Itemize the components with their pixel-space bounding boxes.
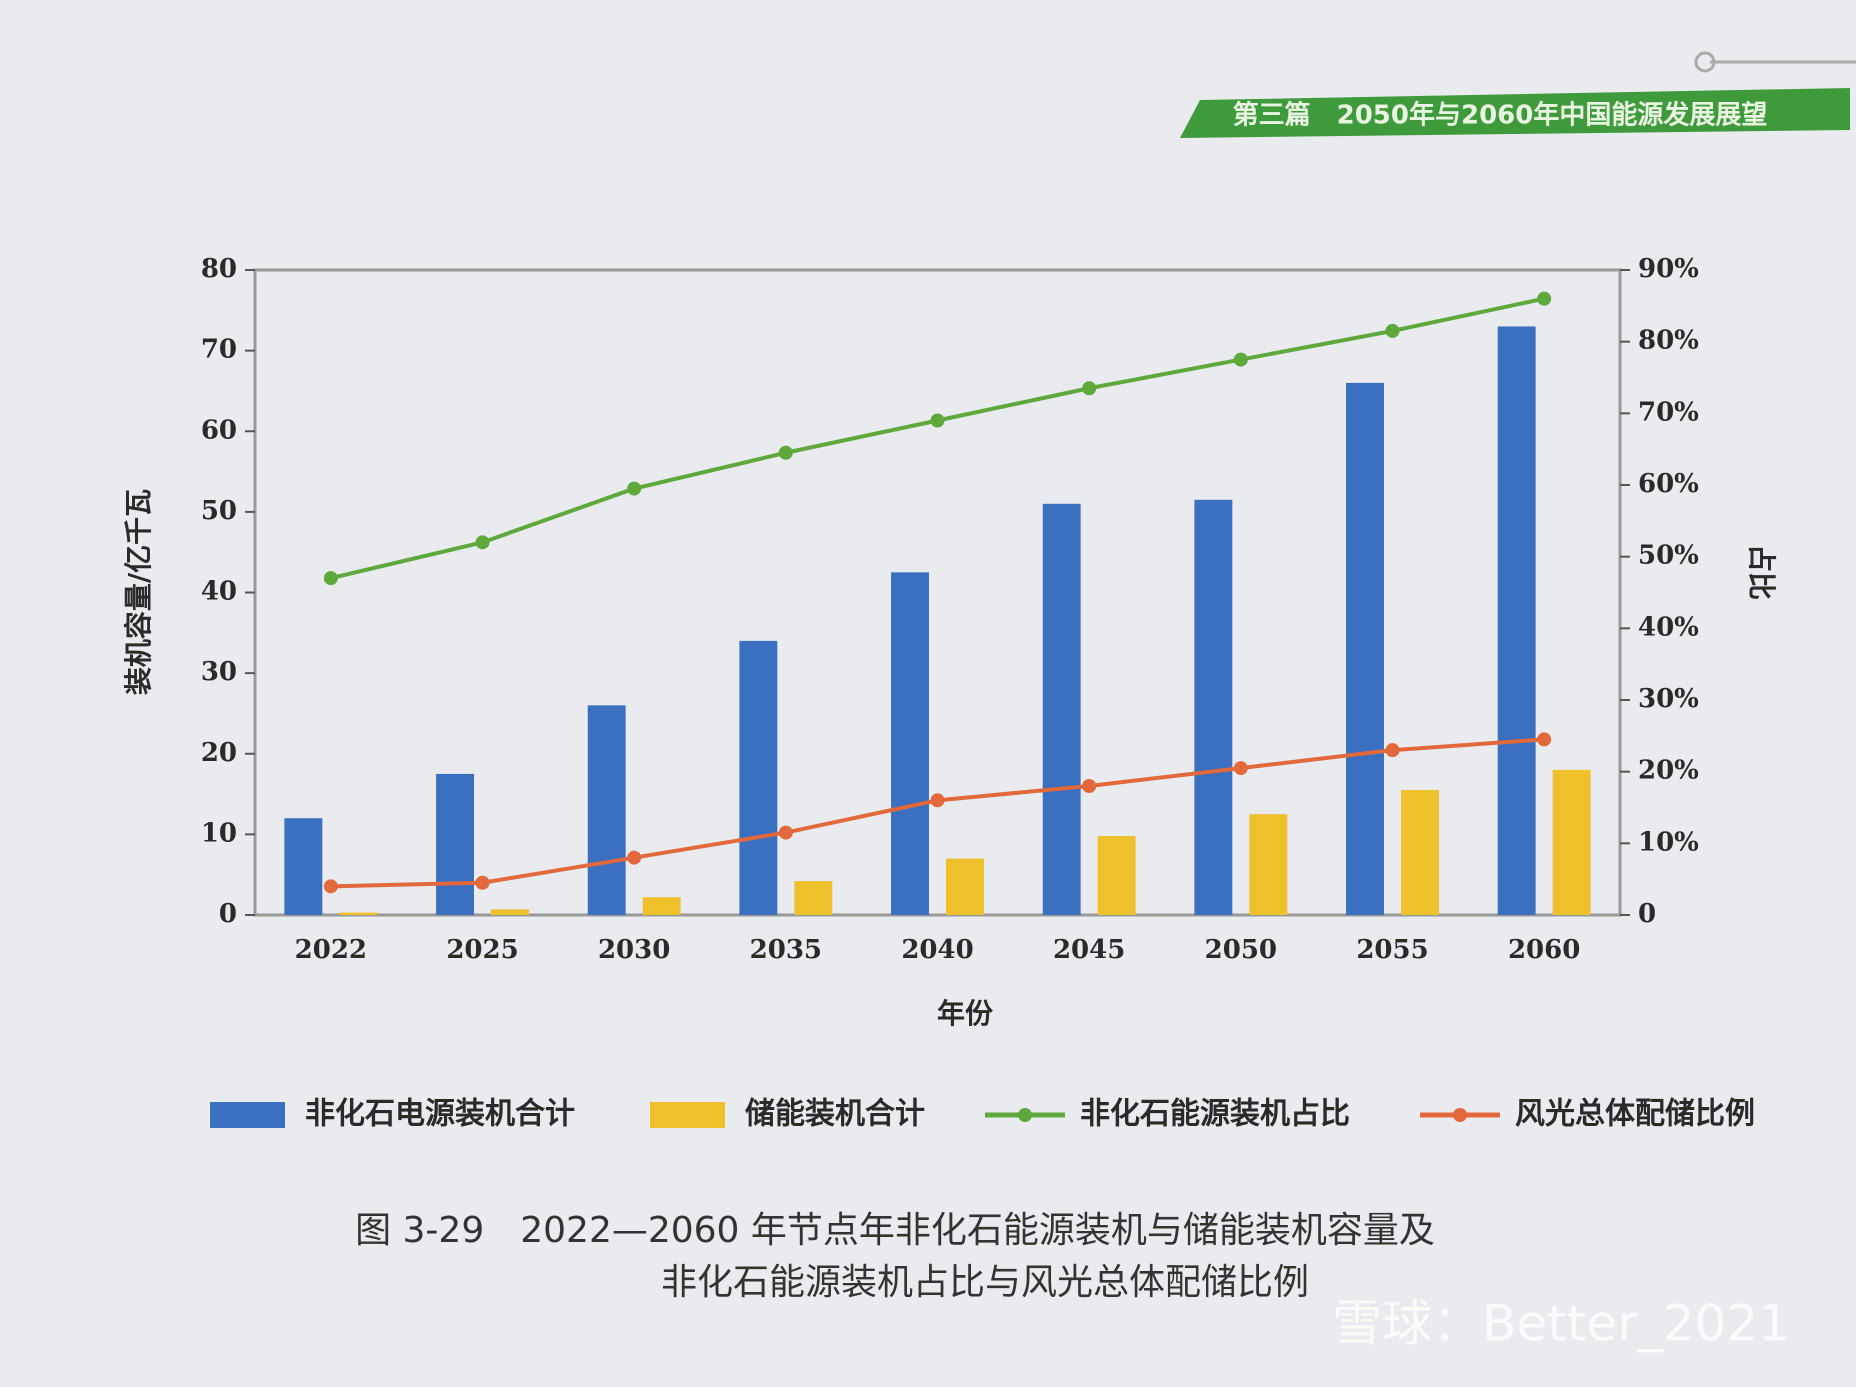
header-dot bbox=[1694, 51, 1716, 73]
line-marker bbox=[778, 825, 793, 840]
x-tick-label: 2055 bbox=[1356, 935, 1428, 965]
y-tick-label: 70 bbox=[201, 335, 237, 365]
x-tick-label: 2025 bbox=[446, 935, 518, 965]
line-marker bbox=[323, 571, 338, 586]
bar bbox=[339, 912, 378, 915]
y2-tick-label: 50% bbox=[1638, 541, 1699, 571]
y2-tick-label: 80% bbox=[1638, 326, 1699, 356]
bar bbox=[491, 909, 529, 915]
line-marker bbox=[1385, 743, 1400, 758]
y-tick-label: 30 bbox=[201, 657, 237, 687]
header-text: 第三篇 2050年与2060年中国能源发展展望 bbox=[1233, 100, 1768, 131]
y2-tick-label: 60% bbox=[1638, 469, 1699, 499]
bar bbox=[587, 705, 626, 915]
legend-label: 非化石能源装机占比 bbox=[1080, 1097, 1350, 1132]
bar bbox=[284, 818, 323, 915]
line-marker bbox=[475, 875, 490, 890]
x-tick-label: 2022 bbox=[295, 935, 367, 965]
y-tick-label: 80 bbox=[201, 254, 237, 284]
legend-swatch bbox=[650, 1102, 725, 1128]
bar bbox=[436, 773, 474, 915]
bar bbox=[1346, 382, 1384, 915]
line-marker bbox=[475, 535, 490, 550]
legend-label: 储能装机合计 bbox=[745, 1097, 925, 1132]
line-marker bbox=[1537, 732, 1552, 747]
legend-swatch bbox=[1453, 1108, 1467, 1122]
y2-axis-label: 占比 bbox=[1745, 544, 1778, 600]
caption-line: 非化石能源装机占比与风光总体配储比例 bbox=[661, 1262, 1309, 1303]
x-tick-label: 2040 bbox=[901, 935, 973, 965]
line-marker bbox=[1233, 761, 1248, 776]
line-marker bbox=[778, 445, 793, 460]
x-tick-label: 2050 bbox=[1205, 935, 1277, 965]
line-marker bbox=[627, 481, 642, 496]
bar bbox=[1552, 769, 1591, 915]
line-marker bbox=[930, 793, 945, 808]
y2-tick-label: 40% bbox=[1638, 612, 1699, 642]
y2-tick-label: 0 bbox=[1638, 899, 1656, 929]
x-tick-label: 2045 bbox=[1053, 935, 1125, 965]
y-tick-label: 20 bbox=[201, 738, 237, 768]
bar bbox=[1194, 499, 1233, 915]
header-banner bbox=[1180, 88, 1850, 138]
x-tick-label: 2030 bbox=[598, 935, 670, 965]
y2-tick-label: 90% bbox=[1638, 254, 1699, 284]
x-axis-label: 年份 bbox=[937, 997, 993, 1030]
y-tick-label: 10 bbox=[201, 818, 237, 848]
y2-tick-label: 20% bbox=[1638, 756, 1699, 786]
y2-tick-label: 10% bbox=[1638, 827, 1699, 857]
watermark: 雪球：Better_2021 bbox=[1332, 1295, 1790, 1353]
line-marker bbox=[1233, 352, 1248, 367]
x-tick-label: 2035 bbox=[750, 935, 822, 965]
legend-label: 风光总体配储比例 bbox=[1515, 1097, 1755, 1132]
x-tick-label: 2060 bbox=[1508, 935, 1580, 965]
line-marker bbox=[627, 850, 642, 865]
y-tick-label: 40 bbox=[201, 577, 237, 607]
bar bbox=[1401, 790, 1439, 915]
y-tick-label: 60 bbox=[201, 415, 237, 445]
bar bbox=[642, 897, 681, 915]
line-marker bbox=[1082, 381, 1097, 396]
legend-swatch bbox=[1018, 1108, 1032, 1122]
line-marker bbox=[323, 879, 338, 894]
bar bbox=[1249, 814, 1288, 915]
bar bbox=[739, 640, 778, 915]
y-tick-label: 0 bbox=[219, 899, 237, 929]
line-marker bbox=[1082, 779, 1097, 793]
caption-line: 图 3-29 2022—2060 年节点年非化石能源装机与储能装机容量及 bbox=[355, 1210, 1435, 1251]
bar bbox=[946, 858, 984, 915]
line-marker bbox=[930, 413, 945, 428]
bar bbox=[794, 881, 833, 915]
line-marker bbox=[1537, 291, 1552, 306]
y-axis-label: 装机容量/亿千瓦 bbox=[122, 489, 155, 695]
legend-swatch bbox=[210, 1102, 285, 1128]
line-marker bbox=[1385, 323, 1400, 338]
y2-tick-label: 30% bbox=[1638, 684, 1699, 714]
y2-tick-label: 70% bbox=[1638, 397, 1699, 427]
legend-label: 非化石电源装机合计 bbox=[305, 1097, 575, 1132]
bar bbox=[1042, 503, 1081, 915]
bar bbox=[891, 572, 929, 915]
y-tick-label: 50 bbox=[201, 496, 237, 526]
bar bbox=[1097, 835, 1136, 915]
bar bbox=[1497, 326, 1536, 915]
